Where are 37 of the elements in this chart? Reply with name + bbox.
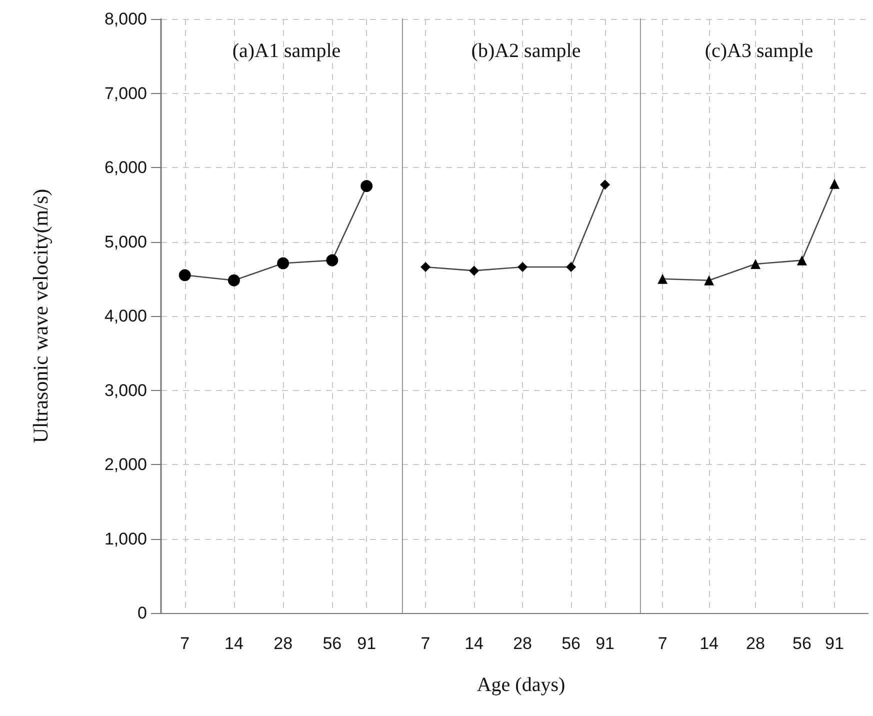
x-tick-label: 28 [513,634,532,653]
point [228,274,240,286]
point [326,254,338,266]
text: (b)A2 sample [471,40,581,62]
x-tick-label: 56 [322,634,342,653]
x-axis-title: Age (days) [476,674,566,696]
y-tick-label: 1,000 [104,529,147,548]
x-tick-label: 14 [464,634,484,653]
x-tick-label: 7 [180,634,190,653]
x-tick-label: 14 [700,634,718,653]
y-tick-label: 0 [138,604,147,622]
point [796,255,807,266]
y-tick-label: 3,000 [104,380,147,400]
x-tick-label: 7 [420,634,430,653]
text: (c)A3 sample [704,40,814,62]
x-tick-label: 91 [825,634,844,653]
y-tick-label: 2,000 [104,455,147,474]
x-tick-label: 28 [746,634,765,653]
y-tick-label: 6,000 [104,158,147,177]
point [277,257,290,270]
x-tick-label: 91 [596,634,614,653]
x-tick-label: 56 [792,634,812,653]
x-tick-label: 14 [224,634,244,653]
y-tick-label: 7,000 [104,84,147,103]
y-tick-label: 8,000 [104,10,147,28]
point [658,274,668,284]
x-tick-label: 7 [658,634,668,653]
x-tick-label: 56 [562,634,581,653]
x-tick-label: 28 [274,634,293,653]
point [750,259,760,270]
y-axis-title: Ultrasonic wave velocity(m/s) [28,188,52,444]
x-tick-label: 91 [357,634,376,653]
y-tick-label: 5,000 [104,232,147,252]
y-tick-label: 4,000 [104,306,147,326]
point [178,269,191,282]
point [704,275,714,286]
text: (a)A1 sample [232,40,341,62]
